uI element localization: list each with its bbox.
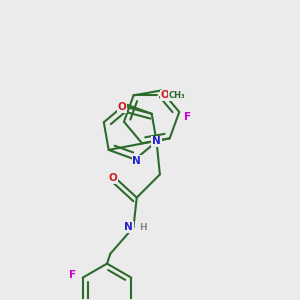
Text: F: F bbox=[69, 270, 76, 280]
Text: N: N bbox=[124, 222, 133, 232]
Text: CH₃: CH₃ bbox=[168, 91, 185, 100]
Text: O: O bbox=[118, 102, 126, 112]
Text: O: O bbox=[109, 173, 117, 183]
Text: N: N bbox=[132, 156, 141, 166]
Text: N: N bbox=[152, 136, 161, 146]
Text: O: O bbox=[160, 90, 169, 100]
Text: F: F bbox=[184, 112, 191, 122]
Text: H: H bbox=[139, 223, 146, 232]
